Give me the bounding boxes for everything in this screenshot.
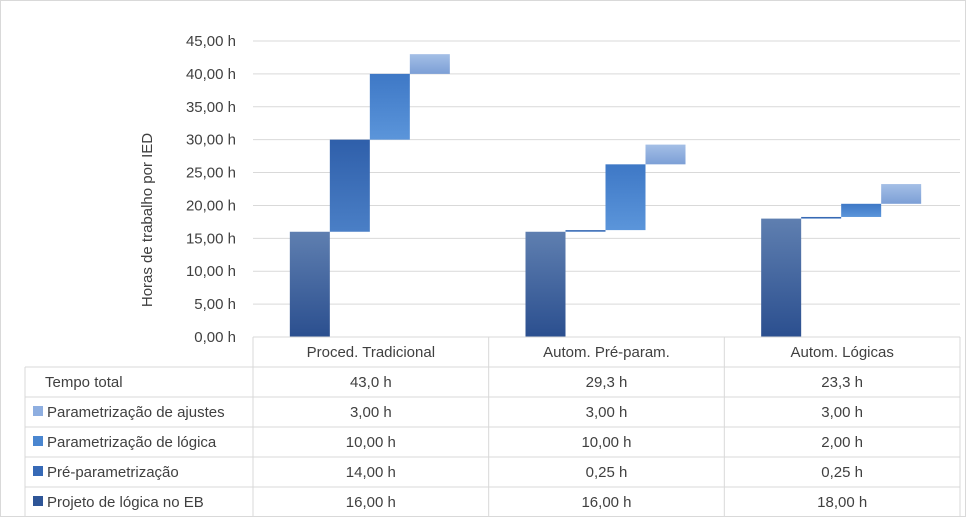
row-label: Parametrização de ajustes: [47, 404, 225, 421]
category-label: Autom. Lógicas: [790, 344, 893, 361]
legend-swatch: [33, 436, 43, 446]
bar-2-3: [801, 216, 842, 219]
table-cell: 0,25 h: [821, 464, 863, 481]
y-tick-label: 20,00 h: [186, 197, 236, 214]
y-tick-label: 30,00 h: [186, 132, 236, 149]
legend-swatch: [33, 496, 43, 506]
y-tick-label: 25,00 h: [186, 165, 236, 182]
y-axis-label: Horas de trabalho por IED: [139, 133, 156, 307]
bar-1-2: [525, 231, 566, 337]
table-cell: 2,00 h: [821, 434, 863, 451]
legend-swatch: [33, 466, 43, 476]
bar-3-2: [605, 164, 646, 231]
bar-3-3: [841, 203, 882, 217]
row-label: Tempo total: [45, 374, 123, 391]
table-cell: 43,0 h: [350, 374, 392, 391]
row-label: Pré-parametrização: [47, 464, 179, 481]
y-tick-label: 0,00 h: [194, 329, 236, 346]
bar-3-1: [369, 73, 410, 140]
table-cell: 16,00 h: [581, 494, 631, 511]
table-cell: 3,00 h: [821, 404, 863, 421]
table-cell: 3,00 h: [350, 404, 392, 421]
table-cell: 10,00 h: [581, 434, 631, 451]
row-label: Projeto de lógica no EB: [47, 494, 204, 511]
bar-4-2: [645, 144, 686, 165]
bar-4-3: [881, 184, 922, 204]
table-cell: 16,00 h: [346, 494, 396, 511]
y-axis-ticks: 0,00 h 5,00 h 10,00 h 15,00 h 20,00 h 25,00 h…: [186, 33, 236, 346]
y-tick-label: 40,00 h: [186, 66, 236, 83]
table-cell: 0,25 h: [586, 464, 628, 481]
y-tick-label: 35,00 h: [186, 99, 236, 116]
data-table: Proced. Tradicional Autom. Pré-param. Auto…: [24, 336, 961, 517]
category-label: Proced. Tradicional: [307, 344, 435, 361]
table-cell: 23,3 h: [821, 374, 863, 391]
bar-2-2: [565, 230, 606, 232]
y-tick-label: 5,00 h: [194, 296, 236, 313]
bars: [289, 54, 922, 337]
bar-2-1: [329, 139, 370, 232]
table-cell: 14,00 h: [346, 464, 396, 481]
bar-4-1: [409, 54, 450, 74]
legend-swatch: [33, 406, 43, 416]
bar-1-3: [761, 218, 802, 337]
y-tick-label: 15,00 h: [186, 230, 236, 247]
table-cell: 3,00 h: [586, 404, 628, 421]
row-label: Parametrização de lógica: [47, 434, 217, 451]
table-cell: 10,00 h: [346, 434, 396, 451]
category-label: Autom. Pré-param.: [543, 344, 670, 361]
y-tick-label: 10,00 h: [186, 263, 236, 280]
y-tick-label: 45,00 h: [186, 33, 236, 50]
bar-1-1: [289, 231, 330, 337]
table-cell: 18,00 h: [817, 494, 867, 511]
table-cell: 29,3 h: [586, 374, 628, 391]
